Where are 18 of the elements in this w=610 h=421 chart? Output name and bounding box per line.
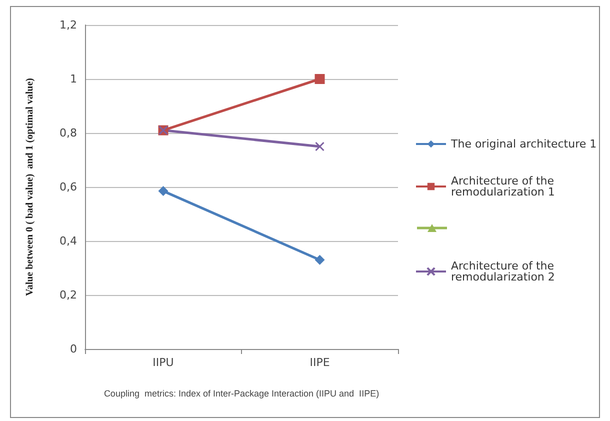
legend-label: Architecture of the remodularization 1 — [451, 174, 558, 198]
legend-label: The original architecture 1 — [450, 138, 597, 150]
point — [315, 142, 324, 152]
y-tick-label: 0,8 — [60, 126, 77, 140]
y-tick-label: 0 — [70, 342, 77, 356]
y-axis-title: Value between 0 ( bad value) and 1 (optimal value) — [24, 78, 36, 296]
x-tick-label: IIPU — [152, 356, 174, 369]
point — [314, 254, 325, 265]
legend-label: Architecture of the remodularization 2 — [451, 260, 558, 284]
y-tick-label: 1 — [70, 72, 77, 86]
y-tick-label: 0,4 — [60, 234, 77, 248]
point — [314, 74, 325, 84]
x-axis-title: Coupling metrics: Index of Inter-Package Interaction (IIPU and IIPE) — [104, 388, 380, 398]
y-tick-label: 0,6 — [60, 180, 77, 194]
x-tick-label: IIPE — [310, 356, 330, 369]
point — [158, 186, 168, 196]
y-tick-label: 0,2 — [60, 288, 77, 302]
y-tick-label: 1,2 — [60, 18, 77, 32]
